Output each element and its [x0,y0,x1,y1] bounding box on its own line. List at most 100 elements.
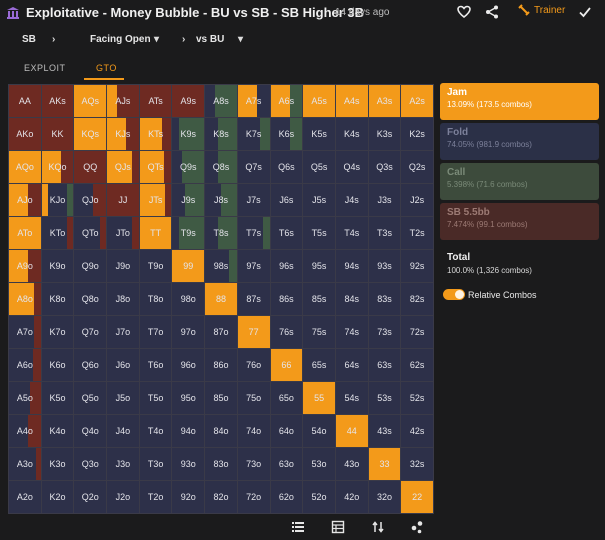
hand-cell[interactable]: J4s [335,184,368,216]
hand-cell[interactable]: JTs [139,184,172,216]
hand-cell[interactable]: Q2s [401,151,433,183]
hand-cell[interactable]: J4o [107,415,139,447]
hand-cell[interactable]: 33 [368,448,401,480]
hand-cell[interactable]: J3s [368,184,401,216]
hand-cell[interactable]: 75o [237,382,270,414]
hand-cell[interactable]: A9s [172,85,205,117]
hand-cell[interactable]: T4o [139,415,172,447]
position-filter[interactable]: SB [22,34,36,48]
share-icon[interactable] [484,4,500,20]
hand-cell[interactable]: KTo [41,217,74,249]
hand-cell[interactable]: J5o [107,382,139,414]
hand-cell[interactable]: 92s [401,250,433,282]
hand-cell[interactable]: K5s [303,118,335,150]
hand-cell[interactable]: 63s [368,349,401,381]
hand-cell[interactable]: K6s [270,118,303,150]
hand-cell[interactable]: 72o [237,481,270,513]
hand-cell[interactable]: K4o [41,415,74,447]
hand-cell[interactable]: K4s [335,118,368,150]
hand-cell[interactable]: T9s [172,217,205,249]
action-call[interactable]: Call 5.398% (71.6 combos) [440,163,599,200]
hand-cell[interactable]: A8o [9,283,41,315]
hand-cell[interactable]: J3o [107,448,139,480]
hand-cell[interactable]: 43s [368,415,401,447]
hand-cell[interactable]: 87s [237,283,270,315]
heart-icon[interactable] [456,4,472,20]
hand-cell[interactable]: KTs [139,118,172,150]
hand-cell[interactable]: J5s [303,184,335,216]
hand-cell[interactable]: K6o [41,349,74,381]
hand-cell[interactable]: J9o [107,250,139,282]
hand-cell[interactable]: T4s [335,217,368,249]
hand-cell[interactable]: J8o [107,283,139,315]
check-icon[interactable] [577,4,593,20]
hand-cell[interactable]: J2o [107,481,139,513]
hand-cell[interactable]: 95o [172,382,205,414]
hand-cell[interactable]: 74o [237,415,270,447]
hand-cell[interactable]: K9o [41,250,74,282]
hand-cell[interactable]: QTo [74,217,107,249]
hand-cell[interactable]: 98s [205,250,237,282]
hand-cell[interactable]: QJs [107,151,139,183]
hand-cell[interactable]: T2o [139,481,172,513]
action-fold[interactable]: Fold 74.05% (981.9 combos) [440,123,599,160]
hand-cell[interactable]: 42o [335,481,368,513]
hand-cell[interactable]: T5o [139,382,172,414]
hand-cell[interactable]: 64s [335,349,368,381]
hand-cell[interactable]: 84o [205,415,237,447]
action-sb-raise[interactable]: SB 5.5bb 7.474% (99.1 combos) [440,203,599,240]
hand-cell[interactable]: J9s [172,184,205,216]
hand-cell[interactable]: J8s [205,184,237,216]
hand-cell[interactable]: 66 [270,349,303,381]
hand-cell[interactable]: J7o [107,316,139,348]
hand-cell[interactable]: A2o [9,481,41,513]
hand-cell[interactable]: T2s [401,217,433,249]
relative-combos-toggle[interactable] [443,289,465,300]
hand-cell[interactable]: 82s [401,283,433,315]
hand-cell[interactable]: 97o [172,316,205,348]
hand-cell[interactable]: Q7o [74,316,107,348]
hand-cell[interactable]: Q5o [74,382,107,414]
hand-cell[interactable]: KJo [41,184,74,216]
hand-cell[interactable]: QQ [74,151,107,183]
hand-cell[interactable]: 85s [303,283,335,315]
hand-cell[interactable]: 22 [401,481,433,513]
hand-cell[interactable]: 54o [303,415,335,447]
table-icon[interactable] [331,520,345,534]
hand-cell[interactable]: 65s [303,349,335,381]
hand-cell[interactable]: 63o [270,448,303,480]
hand-cell[interactable]: K2o [41,481,74,513]
hand-cell[interactable]: 62o [270,481,303,513]
hand-cell[interactable]: 86o [205,349,237,381]
hand-cell[interactable]: 74s [335,316,368,348]
hand-cell[interactable]: KK [41,118,74,150]
hand-cell[interactable]: A6o [9,349,41,381]
hand-cell[interactable]: A5o [9,382,41,414]
hand-cell[interactable]: QTs [139,151,172,183]
hand-cell[interactable]: 93s [368,250,401,282]
hand-cell[interactable]: 54s [335,382,368,414]
hand-cell[interactable]: AJo [9,184,41,216]
hand-cell[interactable]: Q8o [74,283,107,315]
hand-cell[interactable]: 75s [303,316,335,348]
hand-cell[interactable]: 86s [270,283,303,315]
hand-cell[interactable]: J6o [107,349,139,381]
hand-cell[interactable]: J2s [401,184,433,216]
hand-cell[interactable]: 72s [401,316,433,348]
hand-cell[interactable]: 52o [303,481,335,513]
hand-cell[interactable]: AKo [9,118,41,150]
hand-cell[interactable]: 98o [172,283,205,315]
hand-cell[interactable]: T7s [237,217,270,249]
hand-cell[interactable]: AKs [41,85,74,117]
hand-cell[interactable]: 88 [205,283,237,315]
hand-cell[interactable]: T3o [139,448,172,480]
hand-cell[interactable]: 76s [270,316,303,348]
hand-cell[interactable]: T6s [270,217,303,249]
hand-cell[interactable]: Q2o [74,481,107,513]
hand-cell[interactable]: ATo [9,217,41,249]
villain-filter[interactable]: vs BU [196,34,224,48]
hand-cell[interactable]: 92o [172,481,205,513]
hand-cell[interactable]: A7o [9,316,41,348]
hand-cell[interactable]: T7o [139,316,172,348]
hand-cell[interactable]: J7s [237,184,270,216]
